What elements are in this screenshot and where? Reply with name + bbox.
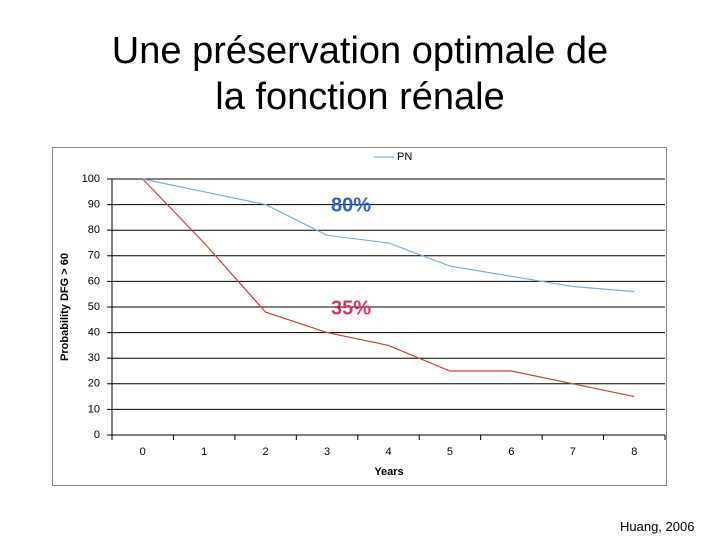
y-tick-label: 10 xyxy=(88,403,100,415)
legend-label: PN xyxy=(397,151,412,163)
x-tick-label: 4 xyxy=(385,446,391,458)
y-tick-label: 60 xyxy=(88,275,100,287)
title-line: la fonction rénale xyxy=(215,76,505,118)
y-axis-label: Probability DFG > 60 xyxy=(59,253,71,361)
x-tick-label: 8 xyxy=(631,446,637,458)
series-line xyxy=(142,178,635,293)
x-tick-label: 2 xyxy=(263,446,269,458)
y-tick-label: 50 xyxy=(88,301,100,313)
y-tick-label: 90 xyxy=(88,199,100,211)
x-tick-label: 1 xyxy=(201,446,207,458)
slide-title: Une préservation optimale de la fonction… xyxy=(0,28,720,120)
x-tick-label: 6 xyxy=(508,446,514,458)
x-tick-label: 5 xyxy=(447,446,453,458)
source: Huang, 2006 xyxy=(620,519,695,534)
y-tick-label: 30 xyxy=(88,352,100,364)
chart-frame xyxy=(52,147,667,486)
y-tick-label: 80 xyxy=(88,224,100,236)
series-line xyxy=(142,178,635,398)
x-tick-label: 0 xyxy=(140,446,146,458)
y-tick-label: 70 xyxy=(88,250,100,262)
y-tick-label: 20 xyxy=(88,378,100,390)
annotation: 35% xyxy=(331,297,371,319)
title-line: Une préservation optimale de xyxy=(111,30,609,72)
y-tick-label: 40 xyxy=(88,327,100,339)
y-tick-label: 0 xyxy=(94,429,100,441)
y-tick-label: 100 xyxy=(82,173,100,185)
x-tick-label: 3 xyxy=(324,446,330,458)
x-axis-label: Years xyxy=(374,466,403,478)
x-tick-label: 7 xyxy=(570,446,576,458)
annotation: 80% xyxy=(331,194,371,216)
